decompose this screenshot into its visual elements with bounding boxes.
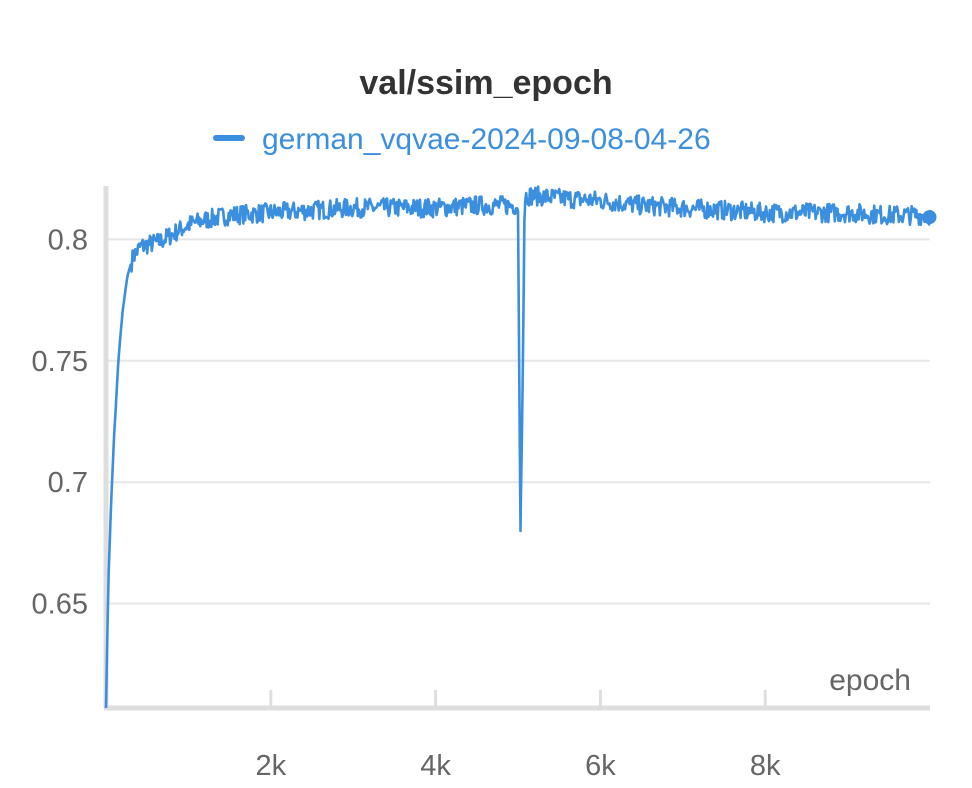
x-axis-label: epoch: [829, 664, 911, 697]
legend-label: german_vqvae-2024-09-08-04-26: [262, 123, 711, 156]
y-axis-labels: 0.65 0.7 0.75 0.8: [32, 224, 88, 620]
legend[interactable]: german_vqvae-2024-09-08-04-26: [213, 123, 711, 156]
y-tick-label: 0.75: [32, 346, 88, 378]
plot-area[interactable]: [104, 185, 937, 709]
x-tick-label: 4k: [420, 750, 451, 782]
series-line[interactable]: [104, 185, 932, 709]
y-tick-label: 0.8: [48, 224, 88, 256]
x-tick-label: 6k: [585, 750, 616, 782]
x-tick-label: 2k: [255, 750, 286, 782]
y-tick-label: 0.7: [48, 467, 88, 499]
x-tick-label: 8k: [750, 750, 781, 782]
series-end-point[interactable]: [922, 210, 937, 225]
y-tick-label: 0.65: [32, 589, 88, 621]
x-axis-ticks: 2k 4k 6k 8k: [255, 690, 781, 782]
chart-title: val/ssim_epoch: [359, 64, 612, 102]
